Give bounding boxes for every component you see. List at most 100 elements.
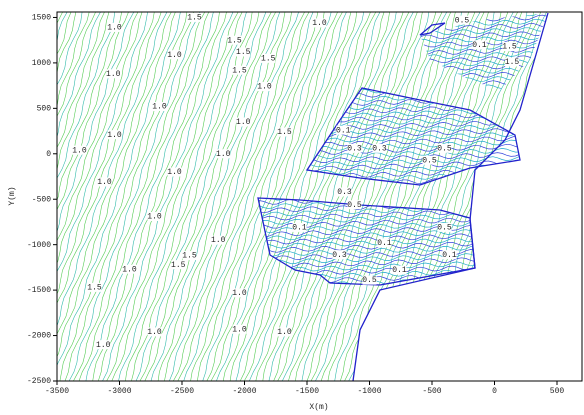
contour-line xyxy=(311,12,442,381)
contour-label: 1.0 xyxy=(122,265,137,274)
contour-label: 1.0 xyxy=(97,178,112,187)
contour-label: 1.0 xyxy=(107,24,122,33)
contour-line xyxy=(140,12,272,381)
contour-line xyxy=(73,12,204,381)
contour-label: 1.0 xyxy=(167,168,182,177)
contour-label: 0.5 xyxy=(455,16,470,25)
contour-line xyxy=(315,12,446,381)
contour-line xyxy=(103,12,234,381)
contour-line xyxy=(145,12,276,381)
contour-line xyxy=(119,12,247,381)
x-tick-label: -3000 xyxy=(107,387,131,396)
contour-line xyxy=(250,279,565,293)
contour-label: 0.1 xyxy=(377,239,392,248)
y-tick-label: 0 xyxy=(46,150,51,159)
contour-label: 0.3 xyxy=(337,188,352,197)
contour-line xyxy=(420,12,551,381)
contour-label: 0.5 xyxy=(347,201,362,210)
contour-label: 0.1 xyxy=(472,41,487,50)
x-tick-label: 0 xyxy=(492,387,497,396)
contour-line xyxy=(382,12,514,381)
contour-label: 1.0 xyxy=(72,146,87,155)
contour-line xyxy=(250,163,565,177)
contour-line xyxy=(207,12,338,381)
x-tick-label: -2500 xyxy=(170,387,194,396)
y-tick-label: -1000 xyxy=(27,241,51,250)
contour-line xyxy=(472,12,584,381)
y-tick-label: -500 xyxy=(32,195,51,204)
contour-label: 1.5 xyxy=(187,14,202,23)
contour-label: 1.0 xyxy=(167,51,182,60)
contour-line xyxy=(250,187,565,201)
contour-line xyxy=(250,183,565,197)
contour-label: 0.3 xyxy=(347,144,362,153)
contour-line xyxy=(107,12,239,381)
contour-label: 1.0 xyxy=(211,236,226,245)
contour-label: 1.0 xyxy=(147,213,162,222)
contour-line xyxy=(2,12,134,381)
contour-line xyxy=(98,12,226,381)
chart: X(m) Y(m) -3500-3000-2500-2000-1500-1000… xyxy=(0,0,584,415)
y-tick-label: 1500 xyxy=(32,14,51,23)
contour-label: 0.3 xyxy=(372,144,387,153)
contour-line xyxy=(36,12,167,381)
page: X(m) Y(m) -3500-3000-2500-2000-1500-1000… xyxy=(0,0,584,415)
contour-label: 1.0 xyxy=(152,103,167,112)
contour-label: 0.1 xyxy=(292,224,307,233)
x-tick-label: -2000 xyxy=(232,387,256,396)
coastline xyxy=(258,13,548,381)
contour-label: 1.0 xyxy=(277,328,292,337)
contour-line xyxy=(482,12,584,381)
contour-label: 0.5 xyxy=(437,144,452,153)
contour-line xyxy=(349,12,481,381)
contour-line xyxy=(361,12,489,381)
contour-line xyxy=(415,12,546,381)
y-tick-label: -2500 xyxy=(27,377,51,386)
contour-line xyxy=(112,12,242,381)
x-tick-label: -1500 xyxy=(295,387,319,396)
contour-line xyxy=(250,27,565,41)
y-tick-label: -1500 xyxy=(27,286,51,295)
contour-label: 1.0 xyxy=(236,118,251,127)
contour-line xyxy=(478,12,584,381)
contour-label: 1.5 xyxy=(232,66,247,75)
contour-label: 0.1 xyxy=(336,126,351,135)
contour-label: 1.0 xyxy=(106,70,121,79)
contour-line xyxy=(250,115,565,128)
contour-line xyxy=(250,191,565,204)
contour-label: 1.0 xyxy=(257,83,272,92)
contour-label: 1.0 xyxy=(147,328,162,337)
contour-line xyxy=(354,12,484,381)
contour-label: 1.5 xyxy=(182,252,197,261)
contour-label: 0.1 xyxy=(392,266,407,275)
contour-line xyxy=(256,12,384,381)
contour-line xyxy=(249,12,380,381)
contour-label: 0.5 xyxy=(362,276,377,285)
contour-line xyxy=(79,12,209,381)
contour-line xyxy=(378,12,508,381)
contour-label: 1.5 xyxy=(502,43,517,52)
contour-line xyxy=(69,12,200,381)
contour-label: 0.3 xyxy=(332,251,347,260)
contour-label: 1.0 xyxy=(107,131,122,140)
y-axis-label: Y(m) xyxy=(8,186,17,205)
contour-line xyxy=(211,12,343,381)
contour-label: 1.5 xyxy=(505,58,520,67)
x-tick-label: -500 xyxy=(422,387,441,396)
contour-label: 0.5 xyxy=(422,156,437,165)
contour-line xyxy=(387,12,518,381)
contour-label: 0.1 xyxy=(442,251,457,260)
contour-line xyxy=(250,7,565,21)
contour-line xyxy=(250,167,565,180)
contour-line xyxy=(250,119,565,133)
contour-label: 1.5 xyxy=(261,54,276,63)
contour-line xyxy=(40,12,171,381)
coast xyxy=(353,13,548,381)
contour-line xyxy=(250,43,565,56)
contour-label: 1.5 xyxy=(87,283,102,292)
contour-line xyxy=(340,12,468,381)
contour-line xyxy=(7,12,138,381)
contour-line xyxy=(449,12,580,381)
contour-line xyxy=(32,12,162,381)
y-tick-label: 500 xyxy=(37,104,52,113)
